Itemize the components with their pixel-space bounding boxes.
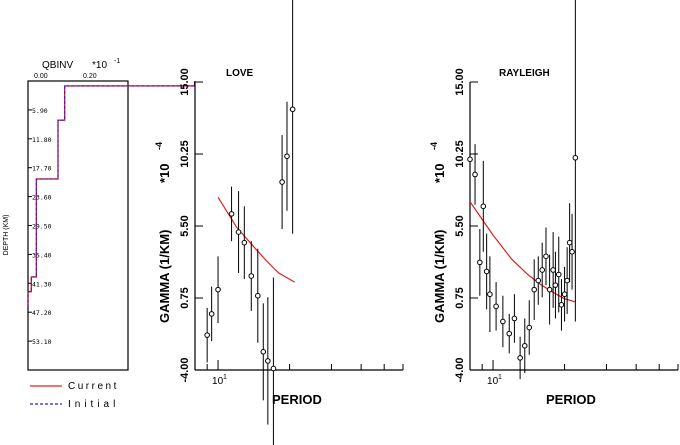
love-ytick-label: 15.00 — [179, 68, 191, 96]
rayleigh-data-point — [550, 267, 556, 273]
rayleigh-data-point — [472, 171, 478, 178]
love-ytick-label: 5.50 — [179, 215, 191, 236]
rayleigh-ytick-label: 5.50 — [454, 215, 466, 236]
qbinv-ytick-label: 47.20 — [32, 309, 52, 317]
rayleigh-data-point — [506, 330, 513, 337]
love-model-curve — [217, 196, 295, 283]
love-data-point — [260, 349, 267, 355]
rayleigh-data-point — [558, 302, 565, 308]
love-data-point — [289, 106, 296, 113]
rayleigh-xtick-label: 10 — [487, 376, 499, 387]
rayleigh-xlabel: PERIOD — [546, 392, 596, 407]
qbinv-multiplier: *10 — [92, 60, 107, 71]
love-data-point — [208, 311, 215, 317]
rayleigh-model-curve — [469, 201, 576, 303]
love-ytick-label: 0.75 — [179, 287, 191, 308]
rayleigh-ytick-label: 15.00 — [454, 68, 466, 96]
qbinv-xtick-label: 0.20 — [83, 73, 97, 80]
legend-initial-label: Initial — [68, 399, 119, 410]
rayleigh-data-point — [561, 291, 568, 298]
love-data-point — [204, 332, 210, 338]
love-data-point — [279, 179, 285, 185]
rayleigh-data-point — [543, 253, 549, 260]
rayleigh-panel: RAYLEIGH -4.00 0.75 5.50 10.25 15.00 10 1 PERI… — [429, 0, 679, 407]
love-panel: LOVE -4.00 0.75 5.50 10.25 15.00 10 1 PERIOD G… — [154, 0, 404, 445]
love-ylabel-exponent: -4 — [154, 142, 164, 150]
love-data-point — [270, 365, 277, 372]
rayleigh-data-point — [521, 342, 528, 349]
rayleigh-data-point — [483, 268, 490, 275]
rayleigh-ylabel: GAMMA (1/KM) — [432, 230, 447, 323]
love-ylabel-multiplier: *10 — [157, 163, 172, 183]
rayleigh-data-point — [511, 315, 518, 322]
love-data-point — [255, 292, 261, 299]
legend-current-label: Current — [68, 381, 119, 392]
rayleigh-title: RAYLEIGH — [499, 68, 550, 79]
qbinv-ytick-label: 35.40 — [32, 251, 52, 259]
love-data-point — [248, 273, 255, 279]
qbinv-panel: QBINV *10 -1 0.00 0.20 5.90 11.80 17.70 23.… — [3, 58, 196, 410]
love-title: LOVE — [226, 68, 254, 79]
qbinv-ytick-label: 17.70 — [32, 165, 52, 173]
rayleigh-data-point — [480, 203, 487, 210]
rayleigh-data-point — [517, 355, 523, 361]
qbinv-ytick-label: 23.60 — [32, 194, 52, 202]
rayleigh-data-point — [535, 277, 542, 284]
rayleigh-data-point — [572, 154, 579, 161]
rayleigh-data-point — [493, 303, 499, 310]
qbinv-ytick-label: 11.80 — [32, 136, 52, 144]
love-ytick-label: 10.25 — [179, 140, 191, 168]
qbinv-ylabel: DEPTH (KM) — [3, 215, 10, 256]
qbinv-ytick-label: 41.30 — [32, 280, 52, 288]
rayleigh-data-point — [552, 282, 559, 288]
love-xtick-exponent: 1 — [223, 374, 227, 381]
qbinv-ytick-label: 53.10 — [32, 338, 52, 346]
qbinv-series-current — [27, 81, 196, 307]
qbinv-exponent: -1 — [114, 58, 120, 65]
love-data-point — [265, 358, 271, 364]
rayleigh-data-point — [500, 318, 506, 325]
rayleigh-data-point — [477, 259, 483, 266]
love-data-point — [241, 239, 248, 246]
rayleigh-ylabel-exponent: -4 — [429, 142, 439, 150]
rayleigh-data-point — [526, 324, 533, 331]
qbinv-title: QBINV — [42, 60, 73, 71]
rayleigh-data-point — [531, 286, 538, 293]
qbinv-xtick-label: 0.00 — [34, 73, 48, 80]
rayleigh-ytick-label: 0.75 — [454, 287, 466, 308]
love-data-point — [228, 211, 235, 217]
love-ytick-label: -4.00 — [179, 357, 191, 382]
love-data-point — [235, 229, 242, 235]
rayleigh-xtick-exponent: 1 — [498, 374, 502, 381]
rayleigh-data-point — [546, 286, 553, 293]
rayleigh-data-point — [487, 291, 493, 298]
rayleigh-ytick-label: -4.00 — [454, 357, 466, 382]
love-data-point — [284, 153, 290, 160]
rayleigh-data-point — [467, 156, 473, 163]
qbinv-ytick-label: 5.90 — [32, 107, 48, 115]
rayleigh-data-point — [555, 271, 562, 278]
love-xlabel: PERIOD — [272, 392, 322, 407]
rayleigh-data-point — [569, 248, 575, 255]
love-xtick-label: 10 — [212, 376, 224, 387]
rayleigh-data-point — [539, 267, 545, 273]
qbinv-ytick-label: 29.50 — [32, 223, 52, 231]
rayleigh-data-point — [564, 277, 570, 284]
love-data-point — [215, 286, 221, 293]
rayleigh-data-point — [566, 239, 573, 246]
love-ylabel: GAMMA (1/KM) — [157, 230, 172, 323]
rayleigh-ytick-label: 10.25 — [454, 140, 466, 168]
rayleigh-ylabel-multiplier: *10 — [432, 163, 447, 183]
